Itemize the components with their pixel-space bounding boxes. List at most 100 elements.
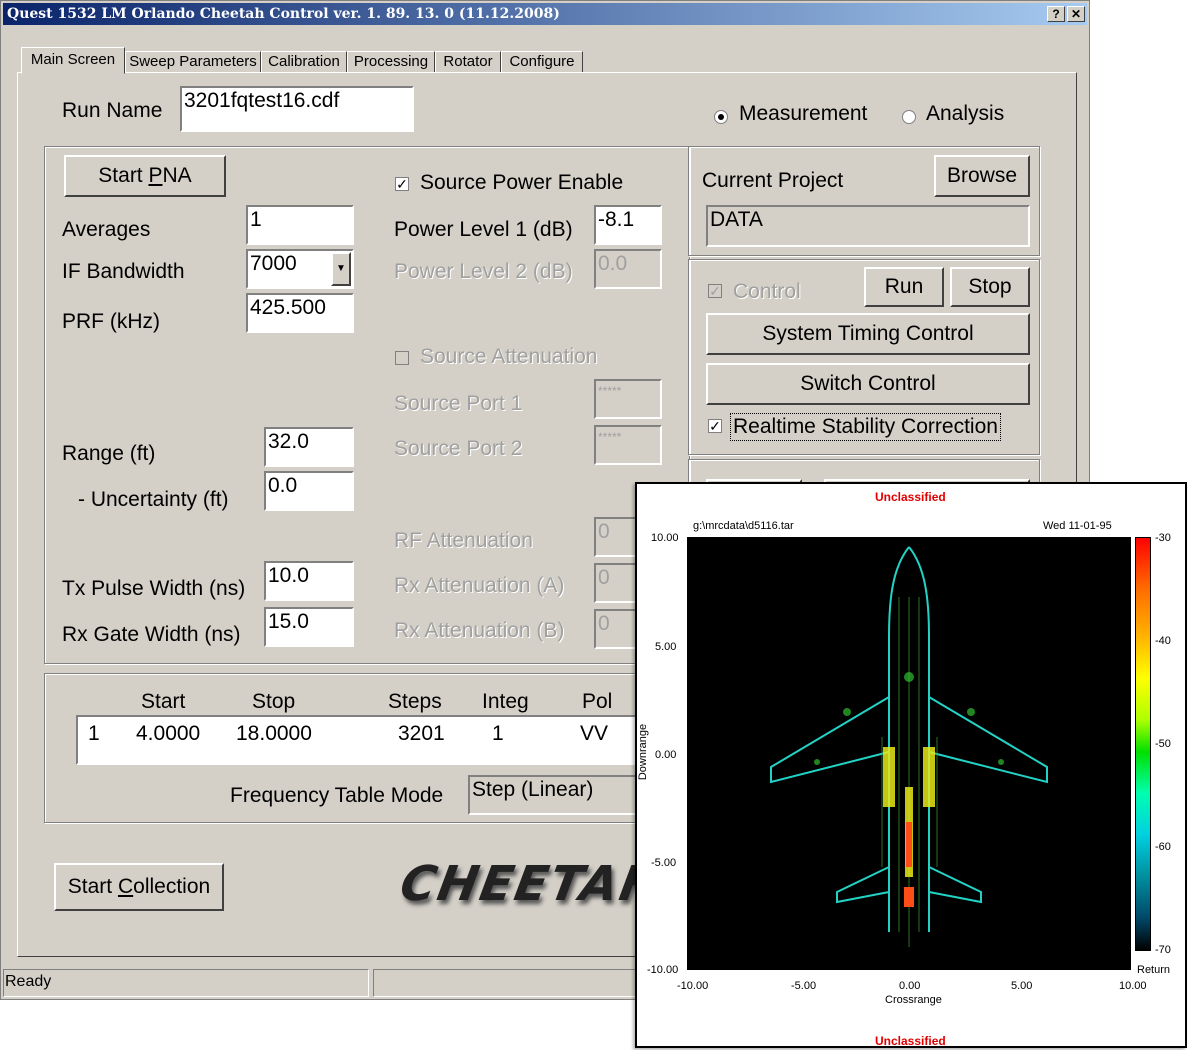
plot-date: Wed 11-01-95	[1043, 520, 1112, 532]
source-attenuation-label: Source Attenuation	[420, 345, 598, 368]
prf-input[interactable]: 425.500	[246, 293, 354, 333]
cheetah-logo: CHEETAH	[396, 856, 668, 912]
start-collection-text-b: ollection	[133, 875, 211, 898]
row-steps: 3201	[398, 722, 445, 745]
run-name-input[interactable]: 3201fqtest16.cdf	[180, 86, 414, 132]
current-project-label: Current Project	[702, 169, 844, 192]
row-start: 4.0000	[136, 722, 201, 745]
xtick-3: 0.00	[899, 980, 921, 992]
prf-label: PRF (kHz)	[62, 310, 160, 333]
start-collection-button[interactable]: Start Collection	[54, 863, 224, 911]
tab-sweep-parameters[interactable]: Sweep Parameters	[125, 51, 261, 73]
col-pol: Pol	[582, 690, 613, 713]
frequency-table-mode-field[interactable]: Step (Linear)	[468, 775, 668, 815]
source-power-enable-label: Source Power Enable	[420, 171, 624, 194]
xtick-1: -10.00	[677, 980, 709, 992]
chevron-down-icon[interactable]: ▼	[331, 252, 351, 286]
range-input[interactable]: 32.0	[264, 427, 354, 467]
colorbar-label: Return	[1137, 964, 1171, 976]
uncertainty-input[interactable]: 0.0	[264, 471, 354, 511]
tab-main-screen[interactable]: Main Screen	[21, 47, 125, 74]
start-pna-button[interactable]: Start PNA	[64, 155, 226, 197]
colorbar-tick-3: -50	[1155, 738, 1171, 750]
source-port-1-label: Source Port 1	[394, 392, 523, 415]
pna-settings-group	[44, 146, 690, 664]
colorbar-tick-5: -70	[1155, 944, 1171, 956]
project-group	[688, 146, 1040, 256]
rx-gate-width-input[interactable]: 15.0	[264, 607, 354, 647]
ytick-5: -10.00	[647, 964, 679, 976]
start-pna-text-a: Start	[98, 164, 149, 187]
measurement-label: Measurement	[739, 102, 868, 125]
if-bandwidth-label: IF Bandwidth	[62, 260, 185, 283]
plot-file-name: g:\mrcdata\d5116.tar	[693, 520, 794, 532]
tab-calibration[interactable]: Calibration	[261, 51, 347, 73]
system-timing-control-button[interactable]: System Timing Control	[706, 313, 1030, 355]
classification-bottom: Unclassified	[875, 1034, 946, 1048]
analysis-radio[interactable]	[902, 110, 916, 124]
close-button[interactable]: ✕	[1067, 6, 1085, 22]
switch-control-button[interactable]: Switch Control	[706, 363, 1030, 405]
row-stop: 18.0000	[236, 722, 312, 745]
power-level-1-label: Power Level 1 (dB)	[394, 218, 573, 241]
ytick-4: -5.00	[651, 857, 677, 869]
col-steps: Steps	[388, 690, 442, 713]
tab-rotator[interactable]: Rotator	[435, 51, 501, 73]
control-group	[688, 259, 1040, 455]
averages-input[interactable]: 1	[246, 205, 354, 245]
frequency-table-mode-label: Frequency Table Mode	[230, 784, 444, 807]
title-bar: Quest 1532 LM Orlando Cheetah Control ve…	[3, 3, 1087, 25]
colorbar-tick-1: -30	[1155, 532, 1171, 544]
status-pane-2	[373, 969, 637, 997]
table-row[interactable]: 1 4.0000 18.0000 3201 1 VV	[78, 721, 1034, 749]
col-start: Start	[141, 690, 186, 713]
status-pane-1	[3, 969, 369, 997]
power-level-2-input[interactable]: 0.0	[594, 249, 662, 289]
start-collection-text-a: Start	[67, 875, 118, 898]
classification-top: Unclassified	[875, 490, 946, 504]
control-checkbox[interactable]: ✓	[708, 283, 722, 299]
averages-label: Averages	[62, 218, 151, 241]
stop-button[interactable]: Stop	[950, 267, 1030, 307]
start-pna-hotkey: P	[148, 164, 163, 187]
realtime-stability-checkbox[interactable]: ✓	[708, 418, 722, 434]
realtime-stability-label: Realtime Stability Correction	[730, 413, 1001, 441]
radar-image-area	[687, 537, 1131, 970]
rf-attenuation-label: RF Attenuation	[394, 529, 533, 552]
run-name-label: Run Name	[62, 99, 163, 122]
ytick-1: 10.00	[651, 532, 679, 544]
run-button[interactable]: Run	[864, 267, 944, 307]
col-stop: Stop	[252, 690, 296, 713]
isar-image-plot: Unclassified g:\mrcdata\d5116.tar Wed 11…	[635, 482, 1187, 1048]
col-integ: Integ	[482, 690, 529, 713]
tab-processing[interactable]: Processing	[347, 51, 435, 73]
source-power-enable-checkbox[interactable]: ✓	[395, 176, 409, 192]
tx-pulse-width-input[interactable]: 10.0	[264, 561, 354, 601]
colorbar-tick-2: -40	[1155, 635, 1171, 647]
row-pol: VV	[580, 722, 609, 745]
if-bandwidth-select[interactable]: 7000 ▼	[246, 249, 354, 289]
rx-attenuation-a-label: Rx Attenuation (A)	[394, 574, 565, 597]
power-level-1-input[interactable]: -8.1	[594, 205, 662, 245]
xtick-2: -5.00	[791, 980, 817, 992]
range-label: Range (ft)	[62, 442, 156, 465]
aircraft-radar-signature	[770, 546, 1048, 947]
xtick-4: 5.00	[1011, 980, 1033, 992]
if-bandwidth-value: 7000	[250, 252, 297, 275]
colorbar-tick-4: -60	[1155, 841, 1171, 853]
source-attenuation-checkbox[interactable]	[395, 351, 409, 365]
source-port-2-label: Source Port 2	[394, 437, 523, 460]
rx-attenuation-b-label: Rx Attenuation (B)	[394, 619, 565, 642]
window-title: Quest 1532 LM Orlando Cheetah Control ve…	[7, 6, 560, 22]
measurement-radio[interactable]	[714, 110, 728, 124]
tab-configure[interactable]: Configure	[501, 51, 583, 73]
power-level-2-label: Power Level 2 (dB)	[394, 260, 573, 283]
browse-button[interactable]: Browse	[934, 155, 1030, 197]
analysis-label: Analysis	[926, 102, 1005, 125]
help-button[interactable]: ?	[1047, 6, 1065, 22]
main-screen-panel: Run Name 3201fqtest16.cdf Measurement An…	[17, 72, 1077, 957]
source-port-2-input[interactable]: *****	[594, 425, 662, 465]
uncertainty-label: - Uncertainty (ft)	[78, 488, 229, 511]
cheetah-control-window: Quest 1532 LM Orlando Cheetah Control ve…	[0, 0, 1090, 1000]
source-port-1-input[interactable]: *****	[594, 379, 662, 419]
